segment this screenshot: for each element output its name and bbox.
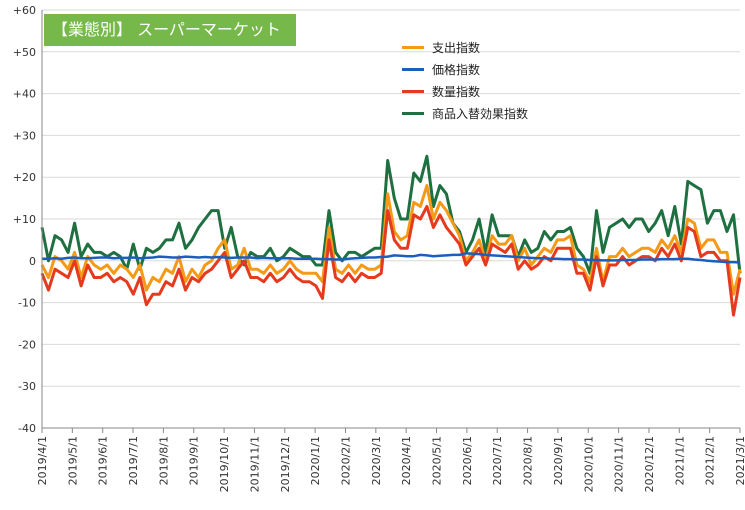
y-tick-label: 0 [29, 255, 36, 268]
x-tick-label: 2021/3/1 [734, 436, 745, 485]
series-line-0 [40, 184, 742, 296]
x-tick-label: 2021/1/1 [673, 436, 686, 485]
legend-item: 支出指数 [402, 36, 528, 58]
x-tick-label: 2019/4/1 [36, 436, 49, 485]
y-tick-label: -20 [18, 338, 36, 351]
x-tick-label: 2020/2/1 [339, 436, 352, 485]
legend: 支出指数価格指数数量指数商品入替効果指数 [402, 36, 528, 124]
y-tick-label: +40 [13, 88, 36, 101]
series-line-1 [42, 252, 741, 264]
legend-label: 支出指数 [432, 40, 481, 55]
x-tick-label: 2019/12/1 [279, 436, 292, 492]
y-tick-label: -40 [18, 422, 36, 435]
x-tick-label: 2019/6/1 [97, 436, 110, 485]
legend-item: 数量指数 [402, 80, 528, 102]
y-tick-label: +20 [13, 171, 36, 184]
x-tick-label: 2020/5/1 [431, 436, 444, 485]
x-tick-label: 2019/11/1 [248, 436, 261, 492]
x-tick-label: 2020/6/1 [461, 436, 474, 485]
y-tick-label: -10 [18, 297, 36, 310]
y-tick-label: +30 [13, 129, 36, 142]
x-tick-label: 2019/5/1 [66, 436, 79, 485]
series-line-2 [40, 205, 742, 317]
legend-label: 数量指数 [432, 84, 481, 99]
legend-item: 商品入替効果指数 [402, 102, 528, 124]
x-tick-label: 2020/9/1 [552, 436, 565, 485]
x-tick-label: 2019/9/1 [188, 436, 201, 485]
legend-item: 価格指数 [402, 58, 528, 80]
series-line-3 [40, 154, 742, 275]
series-lines [40, 154, 742, 317]
x-tick-label: 2020/1/1 [309, 436, 322, 485]
legend-swatch [402, 45, 424, 49]
legend-label: 商品入替効果指数 [432, 106, 529, 121]
chart-title: 【業態別】 スーパーマーケット [44, 14, 296, 46]
x-tick-label: 2020/8/1 [522, 436, 535, 485]
x-axis-ticks: 2019/4/1 2019/5/1 2019/6/1 2019/7/1 2019/8/1… [36, 428, 745, 492]
x-tick-label: 2019/10/1 [218, 436, 231, 492]
x-tick-label: 2019/7/1 [127, 436, 140, 485]
y-tick-label: +50 [13, 46, 36, 59]
legend-swatch [402, 89, 424, 93]
y-tick-label: +60 [13, 4, 36, 17]
x-tick-label: 2020/4/1 [400, 436, 413, 485]
x-tick-label: 2020/11/1 [613, 436, 626, 492]
x-tick-label: 2019/8/1 [157, 436, 170, 485]
x-tick-label: 2020/10/1 [582, 436, 595, 492]
x-tick-label: 2020/3/1 [370, 436, 383, 485]
legend-label: 価格指数 [432, 62, 481, 77]
y-tick-label: -30 [18, 380, 36, 393]
legend-swatch [402, 111, 424, 115]
x-tick-label: 2021/2/1 [704, 436, 717, 485]
y-tick-label: +10 [13, 213, 36, 226]
x-tick-label: 2020/12/1 [643, 436, 656, 492]
x-tick-label: 2020/7/1 [491, 436, 504, 485]
legend-swatch [402, 67, 424, 71]
y-axis-ticks: +60 +50 +40 +30 +20 +10 0 -10 -20 -30 -40 [13, 4, 36, 435]
